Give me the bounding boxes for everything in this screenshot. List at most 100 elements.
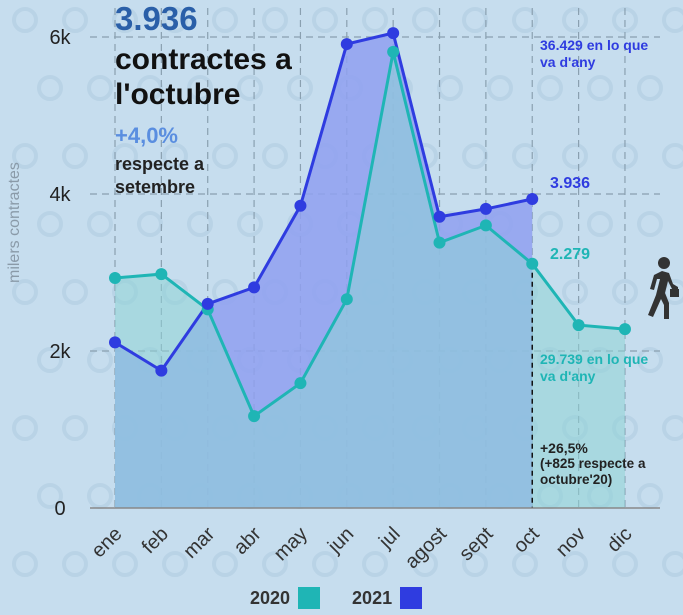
data-point-2021-jul	[387, 27, 400, 40]
bg-pattern-ring	[12, 551, 38, 577]
bg-pattern-ring	[362, 7, 388, 33]
data-point-2020-jul	[387, 45, 400, 58]
bg-pattern-ring	[112, 7, 138, 33]
bg-pattern-ring	[37, 347, 63, 373]
bg-pattern-ring	[537, 211, 563, 237]
oct-2021-value-label: 3.936	[550, 175, 591, 192]
bg-pattern-ring	[112, 143, 138, 169]
bg-pattern-ring	[87, 347, 113, 373]
bg-pattern-ring	[62, 279, 88, 305]
bg-pattern-ring	[537, 75, 563, 101]
bg-pattern-ring	[87, 75, 113, 101]
bg-pattern-ring	[662, 415, 683, 441]
bg-pattern-ring	[87, 211, 113, 237]
bg-pattern-ring	[37, 483, 63, 509]
data-point-2021-oct	[526, 193, 539, 206]
series-line-2020	[114, 51, 626, 419]
year-diff-annotation: +26,5% (+825 respecte a octubre'20)	[540, 440, 665, 488]
bg-pattern-ring	[237, 211, 263, 237]
bg-pattern-ring	[262, 7, 288, 33]
bg-pattern-ring	[37, 211, 63, 237]
legend-item-2021: 2021	[352, 587, 423, 609]
bg-pattern-ring	[462, 7, 488, 33]
data-point-2021-abr	[248, 281, 261, 294]
y-axis-label: milers contractes	[6, 162, 23, 283]
bg-pattern-ring	[487, 75, 513, 101]
bg-pattern-ring	[12, 7, 38, 33]
bg-pattern-ring	[662, 7, 683, 33]
data-point-2020-dic	[618, 323, 631, 336]
headline-value: 3.936	[115, 0, 198, 37]
data-point-2020-feb	[155, 268, 168, 281]
data-point-2020-jun	[340, 293, 353, 306]
x-tick-label: ene	[87, 523, 126, 562]
bg-pattern-ring	[412, 551, 438, 577]
legend: 2020 2021	[250, 587, 444, 609]
diff-percent: +26,5%	[540, 440, 588, 456]
y-tick-label: 4k	[49, 184, 71, 206]
bg-pattern-ring	[587, 75, 613, 101]
bg-pattern-ring	[512, 7, 538, 33]
bg-pattern-ring	[587, 211, 613, 237]
y-tick-label: 2k	[49, 341, 71, 363]
x-tick-label: agost	[401, 523, 451, 573]
data-point-2021-may	[294, 199, 307, 212]
bg-pattern-ring	[562, 7, 588, 33]
data-point-2020-may	[294, 377, 307, 390]
data-point-2021-mar	[201, 297, 214, 310]
bg-pattern-ring	[637, 483, 663, 509]
legend-swatch-2021	[400, 587, 423, 609]
data-point-2021-sept	[479, 202, 492, 215]
data-point-2020-abr	[248, 410, 261, 423]
bg-pattern-ring	[412, 7, 438, 33]
bg-pattern-ring	[262, 143, 288, 169]
bg-pattern-ring	[362, 551, 388, 577]
data-point-2021-feb	[155, 364, 168, 377]
bg-pattern-ring	[12, 279, 38, 305]
y-tick-label: 6k	[49, 27, 71, 49]
data-point-2021-agost	[433, 210, 446, 223]
ytd-2021-annotation: 36.429 en lo que va d'any	[540, 37, 649, 70]
bg-pattern-ring	[12, 415, 38, 441]
legend-label-2020: 2020	[250, 587, 291, 608]
bg-pattern-ring	[137, 75, 163, 101]
bg-pattern-ring	[12, 143, 38, 169]
bg-pattern-ring	[62, 7, 88, 33]
bg-pattern-ring	[137, 211, 163, 237]
oct-2020-value-label: 2.279	[550, 246, 591, 263]
bg-pattern-ring	[562, 551, 588, 577]
data-point-2020-sept	[479, 219, 492, 232]
legend-swatch-2020	[298, 587, 321, 609]
bg-pattern-ring	[162, 143, 188, 169]
x-tick-label: may	[270, 523, 312, 565]
bg-pattern-ring	[187, 75, 213, 101]
bg-pattern-ring	[312, 551, 338, 577]
bg-pattern-ring	[112, 551, 138, 577]
bg-pattern-ring	[462, 551, 488, 577]
bg-pattern-ring	[512, 551, 538, 577]
bg-pattern-ring	[162, 551, 188, 577]
bg-pattern-ring	[262, 551, 288, 577]
x-tick-label: dic	[603, 523, 637, 557]
series-line-2021	[114, 31, 533, 373]
x-tick-label: jul	[374, 523, 404, 553]
ytd-2020-annotation: 29.739 en lo que va d'any	[540, 351, 649, 384]
bg-pattern-ring	[62, 143, 88, 169]
bg-pattern-ring	[637, 211, 663, 237]
data-point-2021-jun	[340, 38, 353, 51]
headline-subtitle: contractes a l'octubre	[115, 43, 292, 111]
data-point-2020-nov	[572, 319, 585, 332]
y-tick-label: 0	[54, 498, 65, 520]
bg-pattern-ring	[212, 7, 238, 33]
x-tick-label: oct	[509, 523, 544, 558]
x-tick-label: abr	[230, 523, 266, 559]
walking-person-icon	[648, 257, 679, 319]
bg-pattern-ring	[62, 551, 88, 577]
data-point-2020-ene	[109, 271, 121, 284]
data-point-2020-agost	[433, 236, 446, 249]
bg-pattern-ring	[637, 347, 663, 373]
bg-pattern-ring	[662, 551, 683, 577]
bg-pattern-ring	[512, 143, 538, 169]
legend-item-2020: 2020	[250, 587, 321, 609]
